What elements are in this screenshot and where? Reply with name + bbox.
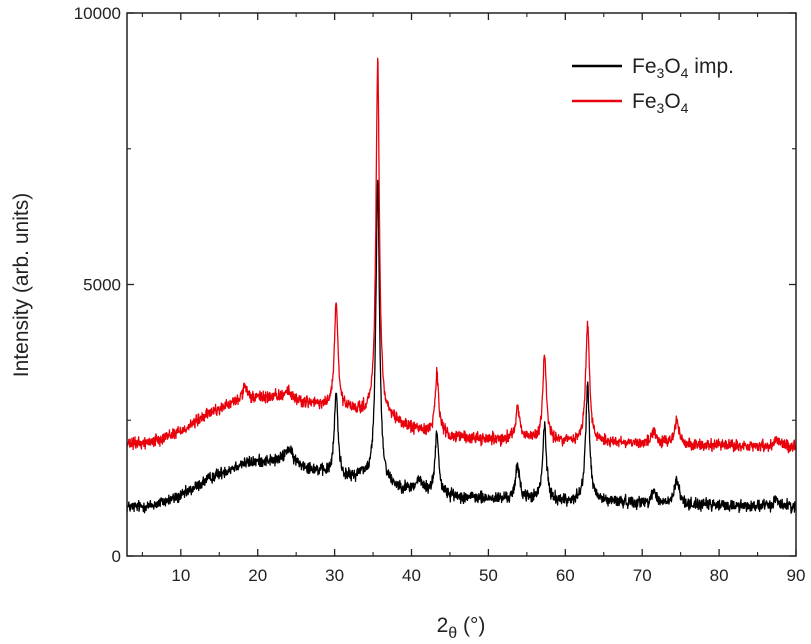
y-axis-title: Intensity (arb. units) — [10, 193, 33, 377]
x-axis-title-main: 2 — [437, 614, 449, 637]
y-tick-label: 0 — [112, 547, 121, 566]
x-tick-label: 20 — [248, 566, 267, 585]
x-axis-title: 2θ (°) — [437, 614, 486, 642]
y-tick-label: 5000 — [83, 276, 121, 295]
x-tick-label: 40 — [402, 566, 421, 585]
series-layer — [126, 57, 797, 514]
legend: Fe3O4 imp. Fe3O4 — [572, 55, 734, 116]
legend-label-fe3o4-imp: Fe3O4 imp. — [632, 55, 734, 81]
x-tick-label: 60 — [556, 566, 575, 585]
x-tick-label: 90 — [787, 566, 806, 585]
x-tick-label: 80 — [710, 566, 729, 585]
x-tick-label: 50 — [479, 566, 498, 585]
ticks-layer: 10 20 30 40 50 60 70 80 90 0 5000 10000 — [74, 4, 806, 585]
series-line-fe3o4-imp — [126, 179, 797, 514]
x-tick-label: 30 — [325, 566, 344, 585]
x-tick-label: 70 — [633, 566, 652, 585]
y-tick-label: 10000 — [74, 4, 121, 23]
x-tick-label: 10 — [171, 566, 190, 585]
series-line-fe3o4 — [126, 57, 797, 454]
x-axis-title-unit: (°) — [457, 614, 485, 637]
legend-label-fe3o4: Fe3O4 — [632, 90, 689, 116]
x-axis-title-sub: θ — [448, 625, 457, 642]
